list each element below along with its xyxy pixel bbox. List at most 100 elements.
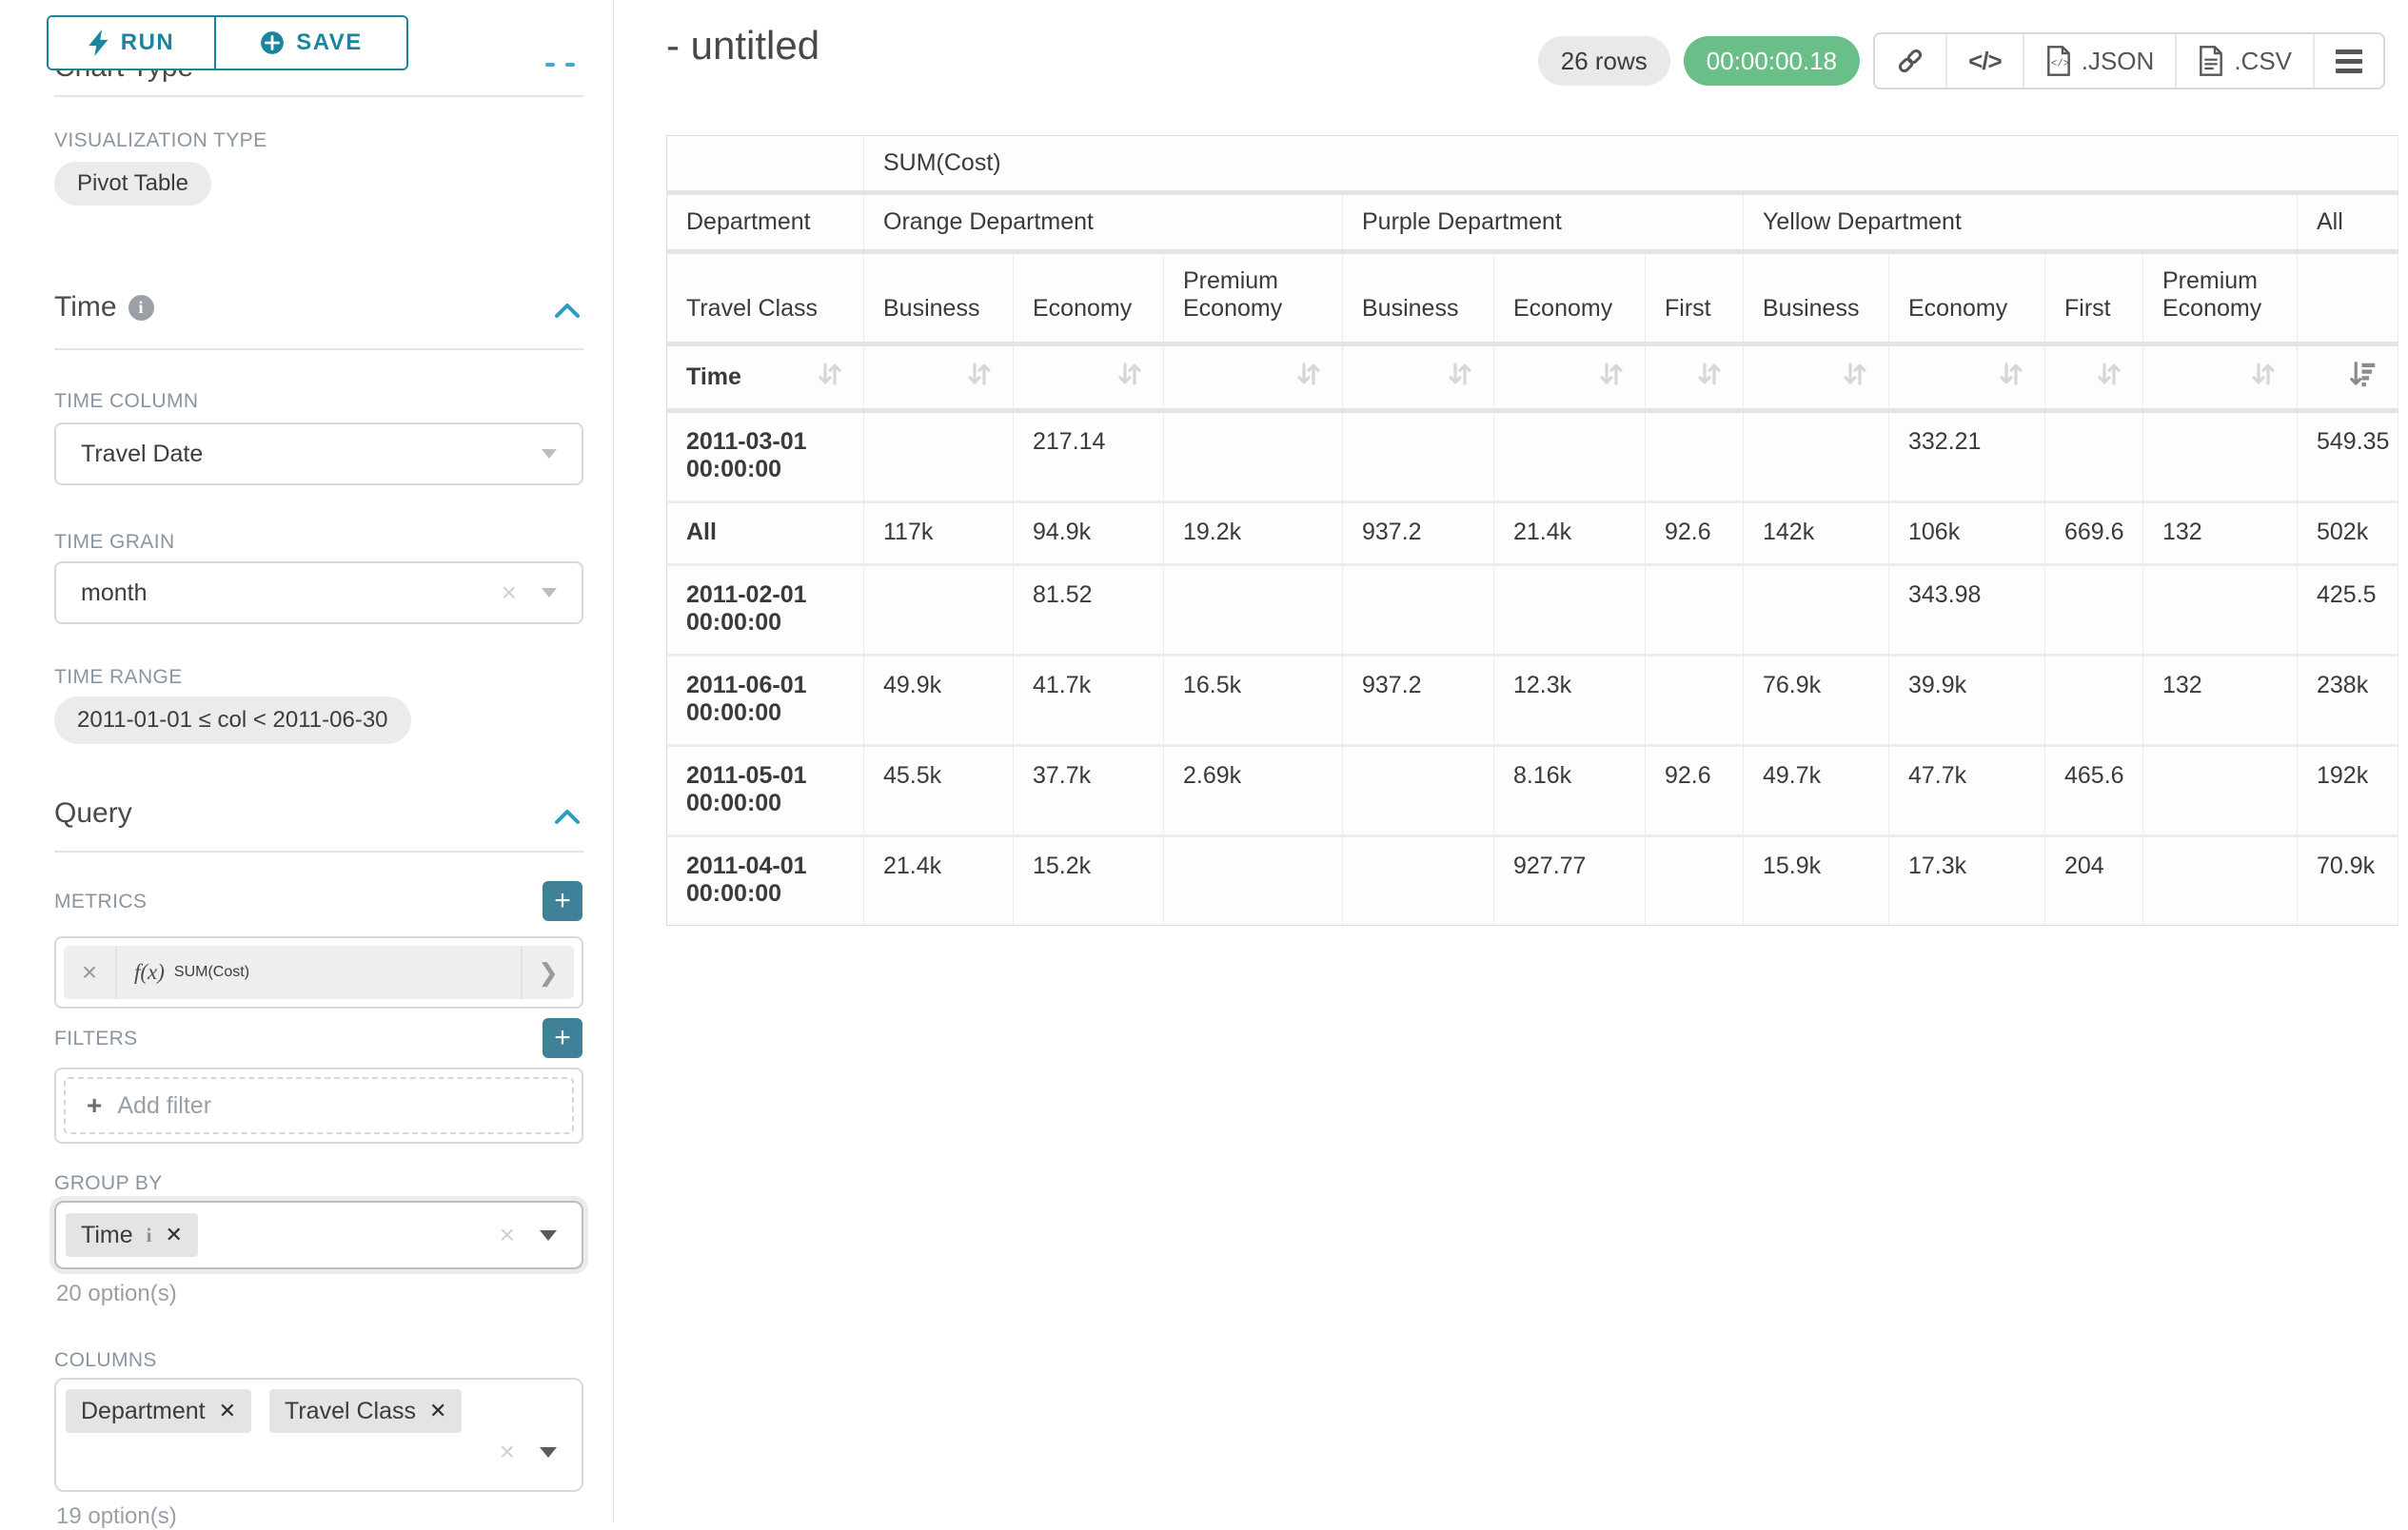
time-grain-select[interactable]: month × xyxy=(54,561,583,624)
pivot-cell: 49.7k xyxy=(1743,745,1889,836)
copy-link-button[interactable] xyxy=(1875,34,1948,88)
metric-header: SUM(Cost) xyxy=(863,135,2399,193)
pivot-cell: 94.9k xyxy=(1013,501,1164,565)
time-section-heading: Time i xyxy=(54,291,154,324)
groupby-tag-time[interactable]: Time i ✕ xyxy=(66,1213,198,1257)
pivot-cell xyxy=(1645,655,1744,746)
pivot-cell: 47.7k xyxy=(1888,745,2045,836)
subcol-header: Business xyxy=(863,251,1014,344)
subcol-header: Premium Economy xyxy=(1163,251,1343,344)
remove-metric-icon[interactable]: × xyxy=(64,946,117,999)
sort-icon[interactable] xyxy=(816,360,844,395)
remove-tag-icon[interactable]: ✕ xyxy=(165,1223,183,1246)
pivot-cell xyxy=(1645,410,1744,502)
pivot-cell: 41.7k xyxy=(1013,655,1164,746)
scrolled-icon-fragment xyxy=(545,63,555,67)
pivot-cell: 132 xyxy=(2142,501,2298,565)
pivot-cell xyxy=(2142,564,2298,656)
collapse-time-icon[interactable] xyxy=(554,301,581,320)
sort-icon[interactable] xyxy=(2095,360,2123,395)
export-json-button[interactable]: </> .JSON xyxy=(2024,34,2178,88)
chart-title[interactable]: - untitled xyxy=(666,23,820,68)
add-metric-button[interactable]: + xyxy=(543,881,582,921)
export-csv-button[interactable]: .CSV xyxy=(2177,34,2315,88)
subcol-header: Economy xyxy=(1888,251,2045,344)
row-count-badge: 26 rows xyxy=(1537,36,1670,86)
pivot-cell xyxy=(2044,410,2143,502)
clear-icon[interactable]: × xyxy=(499,1437,515,1466)
sort-icon[interactable] xyxy=(1115,360,1144,395)
caret-down-icon[interactable] xyxy=(540,1446,557,1458)
menu-button[interactable] xyxy=(2315,34,2383,88)
sort-descending-icon[interactable] xyxy=(2350,360,2378,395)
remove-tag-icon[interactable]: ✕ xyxy=(218,1399,237,1422)
run-button[interactable]: RUN xyxy=(49,17,216,69)
group-header-orange: Orange Department xyxy=(863,192,1343,252)
pivot-cell xyxy=(1342,564,1494,656)
info-icon[interactable]: i xyxy=(128,294,154,321)
embed-code-button[interactable]: </> xyxy=(1947,34,2024,88)
sort-icon[interactable] xyxy=(965,360,994,395)
sort-icon[interactable] xyxy=(2249,360,2278,395)
json-file-icon: </> xyxy=(2046,46,2070,76)
menu-icon xyxy=(2336,49,2362,73)
sort-icon[interactable] xyxy=(1294,360,1323,395)
clear-icon[interactable]: × xyxy=(499,1220,515,1249)
pivot-cell xyxy=(1163,410,1343,502)
pivot-row-header: 2011-03-01 00:00:00 xyxy=(666,410,864,502)
add-filter-dropzone[interactable]: + Add filter xyxy=(64,1077,574,1134)
chart-area: - untitled 26 rows 00:00:00.18 </> </> .… xyxy=(615,0,2408,1522)
time-grain-label: TIME GRAIN xyxy=(54,531,175,553)
groupby-select[interactable]: Time i ✕ × xyxy=(54,1201,583,1269)
subcol-header: Premium Economy xyxy=(2142,251,2298,344)
pivot-cell: 502k xyxy=(2297,501,2399,565)
columns-select[interactable]: Department ✕ Travel Class ✕ × xyxy=(54,1378,583,1492)
subcol-header: Economy xyxy=(1493,251,1646,344)
sort-icon[interactable] xyxy=(1446,360,1474,395)
pivot-table: SUM(Cost) Department Orange Department P… xyxy=(666,135,2399,926)
pivot-cell: 937.2 xyxy=(1342,655,1494,746)
viz-type-pill[interactable]: Pivot Table xyxy=(54,162,211,206)
save-button[interactable]: SAVE xyxy=(216,17,406,69)
pivot-cell xyxy=(2044,564,2143,656)
collapse-query-icon[interactable] xyxy=(554,807,581,826)
pivot-data-row: 2011-05-01 00:00:00 45.5k 37.7k 2.69k 8.16k 9… xyxy=(666,745,2399,836)
pivot-cell: 15.9k xyxy=(1743,835,1889,926)
time-range-pill[interactable]: 2011-01-01 ≤ col < 2011-06-30 xyxy=(54,696,411,744)
time-column-label: TIME COLUMN xyxy=(54,390,199,412)
info-icon[interactable]: i xyxy=(146,1223,152,1246)
export-button-group: </> </> .JSON .CSV xyxy=(1873,32,2385,89)
add-filter-button[interactable]: + xyxy=(543,1018,582,1058)
time-range-label: TIME RANGE xyxy=(54,666,183,688)
pivot-cell: 927.77 xyxy=(1493,835,1646,926)
pivot-cell xyxy=(2044,655,2143,746)
time-column-select[interactable]: Travel Date xyxy=(54,422,583,485)
remove-tag-icon[interactable]: ✕ xyxy=(429,1399,447,1422)
caret-down-icon[interactable] xyxy=(542,588,557,598)
travel-class-header-row: Travel Class Business Economy Premium Ec… xyxy=(666,251,2399,344)
save-button-label: SAVE xyxy=(296,29,363,55)
columns-tag-department[interactable]: Department ✕ xyxy=(66,1389,252,1433)
chevron-right-icon[interactable]: ❯ xyxy=(521,946,574,999)
clear-icon[interactable]: × xyxy=(501,578,517,607)
sort-icon[interactable] xyxy=(1597,360,1626,395)
pivot-cell: 15.2k xyxy=(1013,835,1164,926)
caret-down-icon[interactable] xyxy=(540,1229,557,1241)
tag-label: Travel Class xyxy=(285,1397,417,1424)
metric-item[interactable]: × f(x) SUM(Cost) ❯ xyxy=(64,946,574,999)
sort-icon[interactable] xyxy=(1841,360,1869,395)
query-timer-badge: 00:00:00.18 xyxy=(1683,36,1861,86)
sort-icon[interactable] xyxy=(1997,360,2025,395)
metric-name: SUM(Cost) xyxy=(173,964,250,980)
pivot-cell: 17.3k xyxy=(1888,835,2045,926)
pivot-cell xyxy=(1645,835,1744,926)
bolt-icon xyxy=(88,29,109,56)
code-icon: </> xyxy=(1968,46,2003,75)
pivot-cell: 106k xyxy=(1888,501,2045,565)
caret-down-icon[interactable] xyxy=(542,449,557,459)
pivot-data-row: 2011-04-01 00:00:00 21.4k 15.2k 927.77 15.9k… xyxy=(666,835,2399,926)
sort-icon[interactable] xyxy=(1695,360,1724,395)
pivot-cell xyxy=(1342,410,1494,502)
columns-tag-travel-class[interactable]: Travel Class ✕ xyxy=(269,1389,463,1433)
tag-label: Time xyxy=(81,1221,133,1248)
